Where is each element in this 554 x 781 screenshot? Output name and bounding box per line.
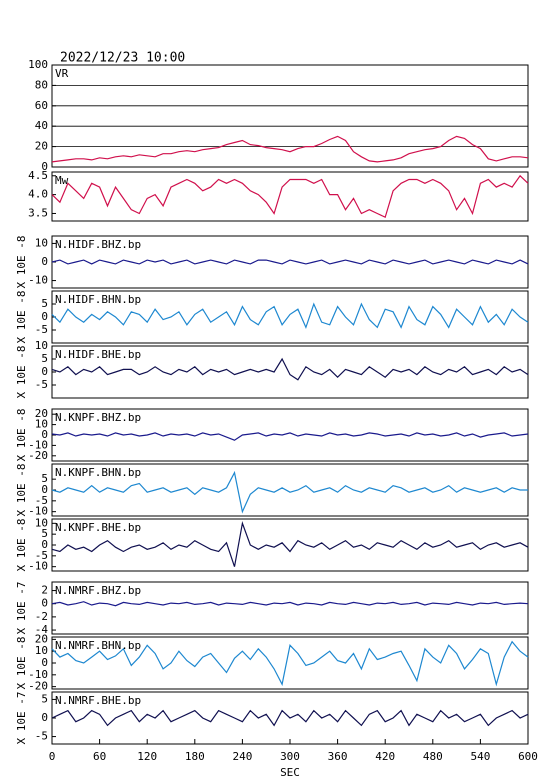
x-tick-label: 480 [423,750,443,763]
trace-line [51,601,529,607]
y-tick-label: 0 [41,160,48,173]
y-tick-label: -5 [35,494,48,507]
y-tick-label: 40 [35,119,48,132]
x-tick-label: 60 [93,750,106,763]
y-tick-label: -4 [35,623,49,636]
panel-name: N.KNPF.BHZ.bp [55,411,141,424]
y-unit-label: X 10E -8 [15,236,28,289]
trace-line [51,135,529,163]
y-tick-label: -5 [35,549,48,562]
y-tick-label: 10 [35,339,48,352]
panel-name: N.HIDF.BHZ.bp [55,238,141,251]
trace-line [51,470,528,514]
y-tick-label: 4.5 [28,169,48,182]
y-tick-label: -10 [28,668,48,681]
trace-line [51,709,529,727]
x-axis-label: SEC [280,766,300,779]
y-tick-label: 0 [41,255,48,268]
panel-name: N.NMRF.BHE.bp [55,694,141,707]
y-tick-label: 3.5 [28,206,48,219]
y-unit-label: X 10E -8 [15,409,28,462]
panel-frame [51,171,529,222]
y-tick-label: 0 [41,597,48,610]
y-unit-label: X 10E -8 [15,519,28,572]
y-tick-label: 2 [41,584,48,597]
y-tick-label: 100 [28,58,48,71]
y-tick-label: 20 [35,140,48,153]
y-tick-label: -5 [35,730,48,743]
y-tick-label: -10 [28,438,48,451]
y-tick-label: 5 [41,297,48,310]
y-tick-label: 20 [35,407,48,420]
y-tick-label: 10 [35,236,48,249]
x-tick-label: 540 [470,750,490,763]
x-tick-label: 240 [232,750,252,763]
trace-line [51,302,529,330]
y-tick-label: 10 [35,418,48,431]
y-unit-label: X 10E -8 [15,464,28,517]
y-tick-label: -20 [28,680,48,693]
x-tick-label: 0 [49,750,56,763]
y-tick-label: 0 [41,483,48,496]
date-title: 2022/12/23 10:00 [60,51,185,66]
trace-line [51,432,529,441]
y-tick-label: -5 [35,323,48,336]
x-tick-label: 120 [137,750,157,763]
x-tick-label: 300 [280,750,300,763]
y-tick-label: 60 [35,99,48,112]
panel-name: N.KNPF.BHE.bp [55,521,141,534]
trace-line [51,259,529,265]
y-tick-label: -20 [28,449,48,462]
x-tick-label: 420 [375,750,395,763]
x-tick-label: 600 [518,750,538,763]
y-unit-label: X 10E -8 [15,346,28,399]
panel-name: N.KNPF.BHN.bp [55,466,141,479]
y-tick-label: 0 [41,310,48,323]
panel-name: N.HIDF.BHN.bp [55,293,141,306]
y-unit-label: X 10E -8 [15,637,28,690]
y-tick-label: 0 [41,656,48,669]
x-tick-label: 360 [328,750,348,763]
panel-frame [51,581,529,635]
y-tick-label: 10 [35,516,48,529]
trace-line [51,640,529,687]
panel-name: N.NMRF.BHN.bp [55,639,141,652]
trace-line [51,357,529,381]
y-tick-label: 5 [41,692,48,705]
y-tick-label: 5 [41,472,48,485]
y-unit-label: X 10E -7 [15,582,28,635]
y-tick-label: 0 [41,365,48,378]
y-tick-label: 0 [41,428,48,441]
y-tick-label: 4.0 [28,188,48,201]
x-tick-label: 180 [185,750,205,763]
y-tick-label: 10 [35,644,48,657]
trace-line [51,174,529,219]
y-tick-label: -10 [28,505,48,518]
panel-name: Mw [55,174,69,187]
panel-name: VR [55,67,69,80]
y-tick-label: -10 [28,560,48,573]
y-tick-label: 0 [41,538,48,551]
trace-line [51,521,529,567]
y-tick-label: -10 [28,274,48,287]
y-unit-label: X 10E -7 [15,692,28,745]
y-tick-label: -2 [35,610,48,623]
y-tick-label: 5 [41,352,48,365]
y-tick-label: 5 [41,527,48,540]
panel-name: N.HIDF.BHE.bp [55,348,141,361]
y-tick-label: 80 [35,78,48,91]
panel-name: N.NMRF.BHZ.bp [55,584,141,597]
y-tick-label: -5 [35,378,48,391]
y-unit-label: X 10E -8 [15,291,28,344]
y-tick-label: 20 [35,632,48,645]
y-tick-label: 0 [41,711,48,724]
